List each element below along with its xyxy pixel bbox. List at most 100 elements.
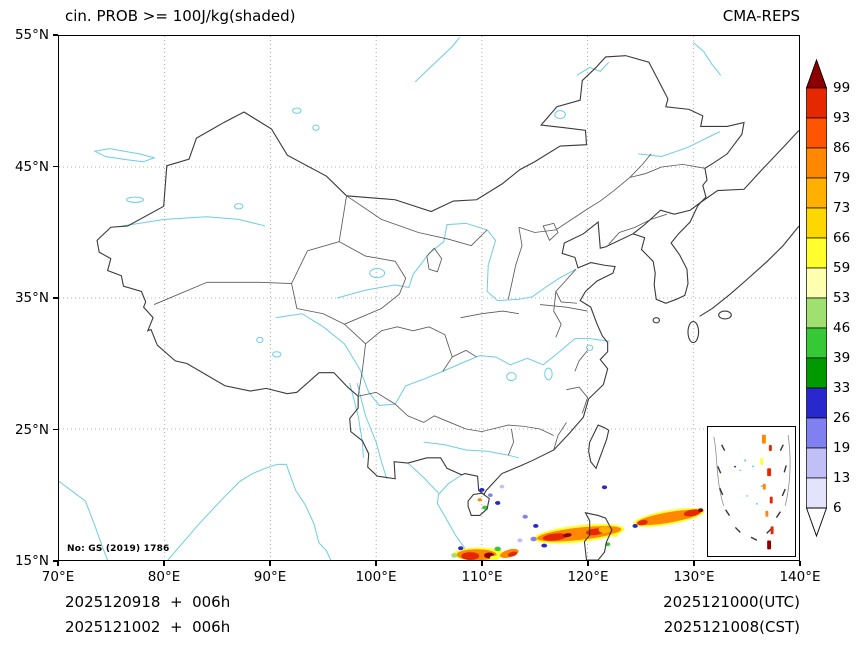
colorbar-label: 19 — [833, 440, 851, 456]
map-license-note: No: GS (2019) 1786 — [67, 544, 170, 554]
lake-baikal — [415, 37, 459, 82]
colorbar-label: 53 — [833, 290, 851, 306]
colorbar-svg — [806, 58, 827, 538]
footer-init-utc: 2025120918 + 006h — [65, 593, 231, 611]
colorbar-segment — [806, 177, 827, 209]
colorbar-label: 46 — [833, 320, 851, 336]
shaded-region — [495, 501, 501, 505]
shaded-region — [522, 514, 528, 519]
russia-coast — [701, 130, 799, 202]
x-tick-mark — [163, 561, 165, 566]
inset-shaded-mark — [765, 510, 769, 517]
inset-probability-shading — [734, 434, 774, 550]
inset-shaded-mark — [767, 540, 772, 550]
colorbar-segment — [806, 417, 827, 449]
inset-shaded-mark — [769, 496, 773, 504]
y-tick-label: 25°N — [14, 421, 49, 438]
colorbar-label: 86 — [833, 140, 851, 156]
shaded-region — [632, 523, 638, 528]
model-label: CMA-REPS — [722, 7, 800, 25]
inset-islands — [739, 459, 763, 505]
taiwan-island — [589, 425, 609, 468]
colorbar-segment — [806, 147, 827, 179]
footer-valid-utc: 2025121000(UTC) — [663, 593, 800, 611]
shaded-region — [517, 538, 523, 543]
probability-shading — [451, 484, 705, 560]
x-tick-label: 100°E — [355, 569, 397, 585]
colorbar-segment — [806, 297, 827, 329]
colorbar-segment — [806, 327, 827, 359]
amur-river — [693, 43, 720, 76]
inset-shaded-mark — [761, 434, 766, 444]
inset-shaded-mark — [734, 465, 737, 468]
y-tick-mark — [53, 34, 58, 36]
x-tick-mark — [693, 561, 695, 566]
x-tick-label: 140°E — [779, 569, 821, 585]
red-river — [408, 463, 439, 493]
x-tick-label: 130°E — [673, 569, 715, 585]
shaded-region — [533, 523, 539, 528]
shaded-region — [530, 536, 537, 542]
poyang-lake — [545, 368, 552, 380]
inset-map — [713, 434, 791, 550]
lake-khyargas — [313, 125, 319, 130]
lake-selin — [257, 337, 263, 342]
colorbar-segment — [806, 447, 827, 479]
inset-shaded-mark — [760, 457, 764, 465]
shaded-region — [477, 498, 482, 502]
colorbar-label: 33 — [833, 380, 851, 396]
shaded-region — [563, 533, 572, 538]
y-tick-mark — [53, 165, 58, 168]
colorbar-segment — [806, 87, 827, 119]
y-tick-mark — [53, 560, 58, 562]
colorbar-label: 13 — [833, 470, 851, 486]
x-tick-label: 110°E — [461, 569, 503, 585]
x-tick-mark — [269, 561, 271, 566]
korea-coast — [633, 202, 701, 303]
rivers-and-lakes — [59, 37, 721, 560]
mekong-river — [357, 383, 387, 479]
shaded-region — [507, 551, 518, 557]
kyushu-island — [688, 322, 699, 343]
y-tick-label: 15°N — [14, 553, 49, 569]
colorbar-label: 79 — [833, 170, 851, 186]
vietnam-coast — [437, 475, 469, 558]
colorbar-segment — [806, 267, 827, 299]
x-tick-mark — [57, 561, 59, 566]
shaded-region — [601, 485, 608, 490]
province-borders — [154, 154, 705, 455]
colorbar-label: 66 — [833, 230, 851, 246]
inset-shaded-mark — [767, 468, 772, 477]
country-borders — [97, 56, 799, 560]
pearl-river — [424, 442, 519, 458]
colorbar-label: 6 — [833, 500, 842, 516]
lake-namtso — [273, 352, 281, 357]
shaded-region — [611, 533, 619, 538]
y-tick-label: 55°N — [14, 27, 49, 43]
x-tick-label: 120°E — [567, 569, 609, 585]
shaded-region — [489, 555, 500, 560]
shaded-region — [482, 505, 488, 510]
shaded-region — [542, 533, 567, 541]
x-tick-mark — [587, 561, 589, 566]
x-tick-label: 70°E — [41, 569, 75, 585]
shaded-region — [494, 546, 501, 552]
shaded-region — [637, 519, 648, 526]
inset-shaded-mark — [762, 483, 766, 490]
shaded-region — [698, 508, 704, 513]
tarim-river — [122, 217, 265, 226]
chart-title: cin. PROB >= 100J/kg(shaded) — [65, 7, 296, 25]
shaded-region — [499, 484, 505, 489]
footer-init-cst: 2025121002 + 006h — [65, 618, 231, 636]
graticule-grid — [59, 36, 799, 560]
shaded-region — [487, 493, 493, 497]
map-plot: No: GS (2019) 1786 — [58, 35, 800, 561]
colorbar-segment — [806, 477, 827, 509]
colorbar-under-arrow — [806, 507, 827, 538]
china-outline — [97, 56, 744, 495]
lake-issykkul — [127, 197, 144, 202]
india-west-coast — [59, 481, 108, 560]
hainan-island — [468, 493, 489, 515]
shaded-region — [461, 552, 480, 560]
dongting-lake — [507, 373, 517, 381]
